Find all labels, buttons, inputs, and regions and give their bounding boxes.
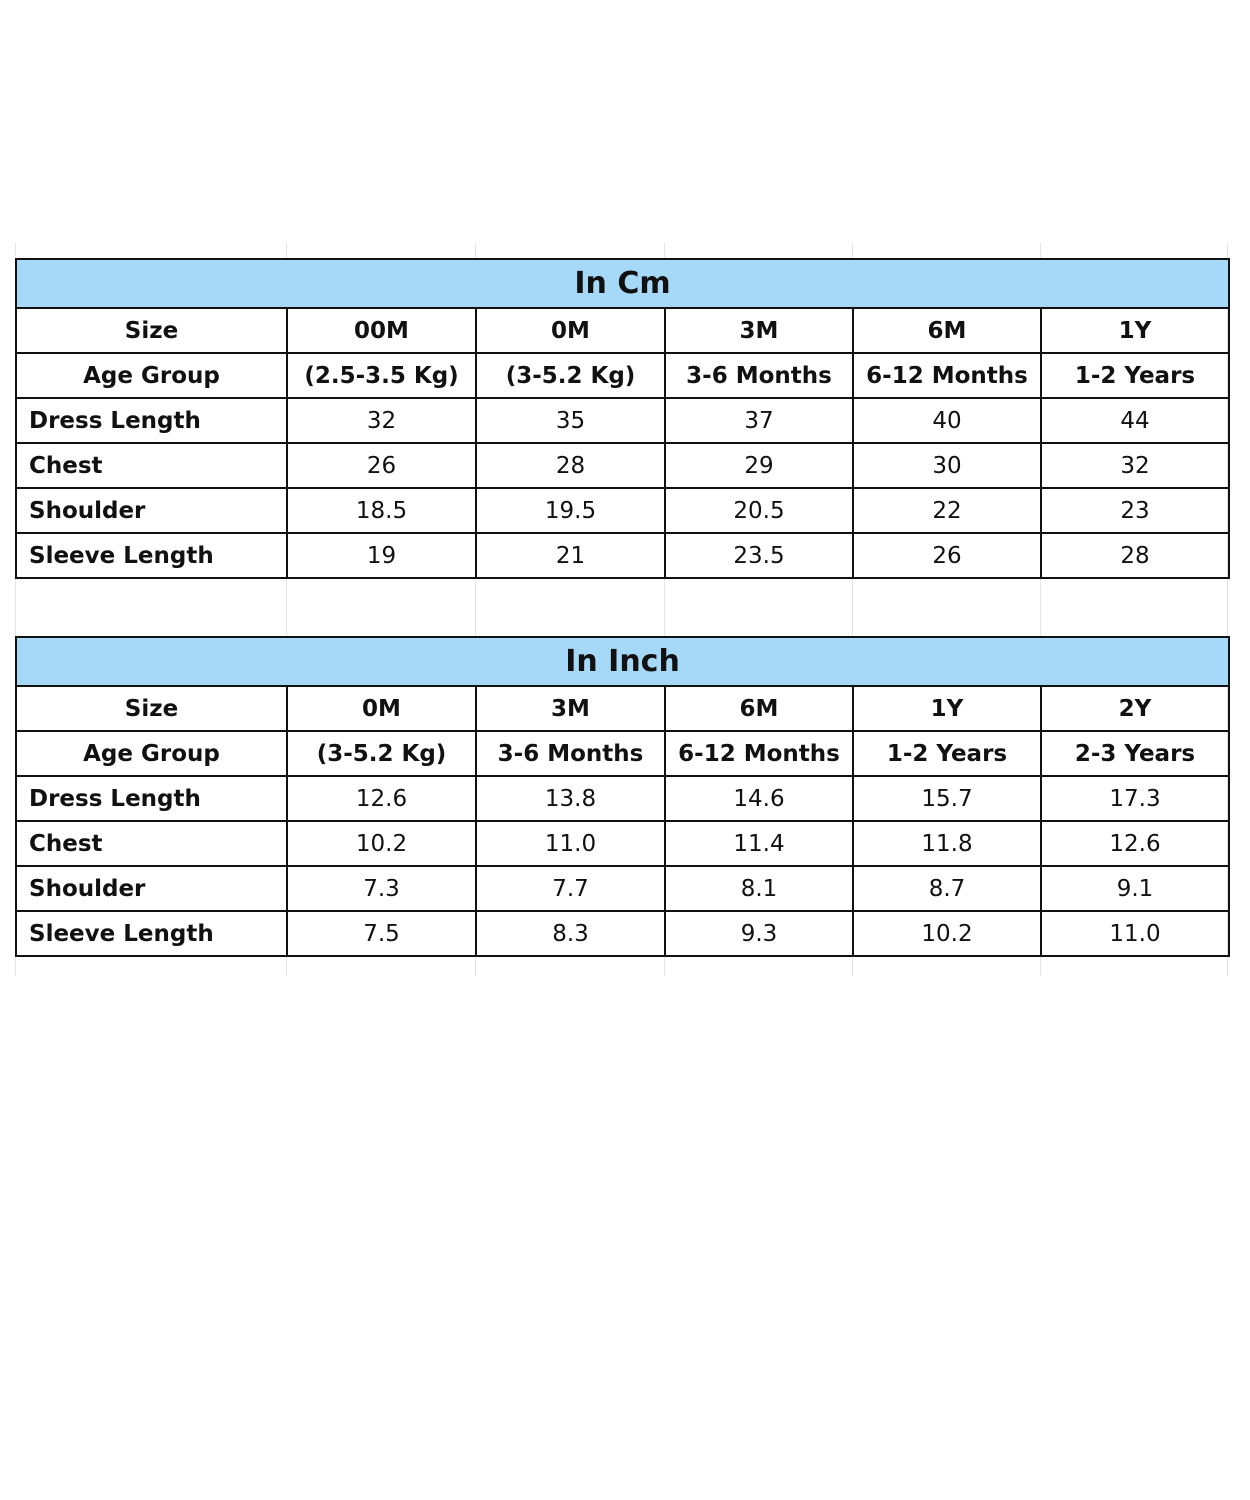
measurement-label: Dress Length	[15, 775, 288, 822]
table-row: Sleeve Length 7.5 8.3 9.3 10.2 11.0	[15, 910, 1230, 957]
measurement-value: 9.1	[1040, 865, 1230, 912]
size-cell: 3M	[664, 307, 854, 354]
age-label: Age Group	[15, 730, 288, 777]
measurement-value: 12.6	[1040, 820, 1230, 867]
measurement-value: 15.7	[852, 775, 1042, 822]
sheet-gridline	[1040, 243, 1041, 976]
measurement-label: Chest	[15, 442, 288, 489]
age-cell: 3-6 Months	[475, 730, 666, 777]
measurement-value: 26	[286, 442, 477, 489]
age-cell: (2.5-3.5 Kg)	[286, 352, 477, 399]
measurement-value: 12.6	[286, 775, 477, 822]
age-cell: (3-5.2 Kg)	[475, 352, 666, 399]
measurement-label: Sleeve Length	[15, 532, 288, 579]
measurement-value: 19	[286, 532, 477, 579]
measurement-value: 19.5	[475, 487, 666, 534]
measurement-value: 7.7	[475, 865, 666, 912]
measurement-value: 23	[1040, 487, 1230, 534]
measurement-value: 17.3	[1040, 775, 1230, 822]
table-row: Dress Length 12.6 13.8 14.6 15.7 17.3	[15, 775, 1230, 822]
table-title: In Inch	[15, 636, 1230, 687]
measurement-value: 29	[664, 442, 854, 489]
measurement-value: 35	[475, 397, 666, 444]
size-cell: 0M	[286, 685, 477, 732]
measurement-value: 13.8	[475, 775, 666, 822]
measurement-value: 32	[286, 397, 477, 444]
size-cell: 1Y	[852, 685, 1042, 732]
measurement-label: Shoulder	[15, 865, 288, 912]
measurement-value: 11.0	[475, 820, 666, 867]
measurement-value: 32	[1040, 442, 1230, 489]
sheet-gridline	[664, 243, 665, 976]
size-cell: 0M	[475, 307, 666, 354]
sheet-gridline	[1227, 243, 1228, 976]
table-row: Dress Length 32 35 37 40 44	[15, 397, 1230, 444]
age-cell: 6-12 Months	[852, 352, 1042, 399]
age-cell: 3-6 Months	[664, 352, 854, 399]
measurement-value: 8.3	[475, 910, 666, 957]
measurement-value: 10.2	[852, 910, 1042, 957]
measurement-value: 11.4	[664, 820, 854, 867]
measurement-value: 18.5	[286, 487, 477, 534]
table-row: Shoulder 18.5 19.5 20.5 22 23	[15, 487, 1230, 534]
measurement-value: 7.5	[286, 910, 477, 957]
measurement-value: 9.3	[664, 910, 854, 957]
size-cell: 6M	[852, 307, 1042, 354]
sheet-gridline	[475, 243, 476, 976]
measurement-value: 26	[852, 532, 1042, 579]
measurement-value: 11.0	[1040, 910, 1230, 957]
table-title: In Cm	[15, 258, 1230, 309]
age-label: Age Group	[15, 352, 288, 399]
measurement-value: 40	[852, 397, 1042, 444]
table-row: Chest 26 28 29 30 32	[15, 442, 1230, 489]
measurement-value: 23.5	[664, 532, 854, 579]
measurement-label: Dress Length	[15, 397, 288, 444]
size-cell: 2Y	[1040, 685, 1230, 732]
measurement-value: 28	[1040, 532, 1230, 579]
sheet-gridline	[852, 243, 853, 976]
size-row: Size 00M 0M 3M 6M 1Y	[15, 307, 1230, 354]
age-cell: 1-2 Years	[1040, 352, 1230, 399]
size-table-inch: In Inch Size 0M 3M 6M 1Y 2Y Age Group (3-5.2 Kg)…	[15, 636, 1230, 957]
measurement-label: Sleeve Length	[15, 910, 288, 957]
table-row: Sleeve Length 19 21 23.5 26 28	[15, 532, 1230, 579]
size-label: Size	[15, 685, 288, 732]
size-row: Size 0M 3M 6M 1Y 2Y	[15, 685, 1230, 732]
size-cell: 3M	[475, 685, 666, 732]
size-table-cm: In Cm Size 00M 0M 3M 6M 1Y Age Group (2.5-3.5 Kg…	[15, 258, 1230, 579]
size-cell: 1Y	[1040, 307, 1230, 354]
measurement-value: 8.1	[664, 865, 854, 912]
sheet-gridline	[15, 243, 16, 976]
measurement-label: Chest	[15, 820, 288, 867]
measurement-value: 7.3	[286, 865, 477, 912]
measurement-label: Shoulder	[15, 487, 288, 534]
age-cell: (3-5.2 Kg)	[286, 730, 477, 777]
age-cell: 1-2 Years	[852, 730, 1042, 777]
measurement-value: 28	[475, 442, 666, 489]
measurement-value: 22	[852, 487, 1042, 534]
measurement-value: 30	[852, 442, 1042, 489]
age-row: Age Group (2.5-3.5 Kg) (3-5.2 Kg) 3-6 Month…	[15, 352, 1230, 399]
measurement-value: 14.6	[664, 775, 854, 822]
size-cell: 6M	[664, 685, 854, 732]
measurement-value: 20.5	[664, 487, 854, 534]
sheet-gridline	[286, 243, 287, 976]
measurement-value: 8.7	[852, 865, 1042, 912]
size-label: Size	[15, 307, 288, 354]
measurement-value: 44	[1040, 397, 1230, 444]
measurement-value: 37	[664, 397, 854, 444]
measurement-value: 10.2	[286, 820, 477, 867]
table-row: Shoulder 7.3 7.7 8.1 8.7 9.1	[15, 865, 1230, 912]
age-cell: 6-12 Months	[664, 730, 854, 777]
size-cell: 00M	[286, 307, 477, 354]
age-row: Age Group (3-5.2 Kg) 3-6 Months 6-12 Months…	[15, 730, 1230, 777]
age-cell: 2-3 Years	[1040, 730, 1230, 777]
table-row: Chest 10.2 11.0 11.4 11.8 12.6	[15, 820, 1230, 867]
measurement-value: 11.8	[852, 820, 1042, 867]
measurement-value: 21	[475, 532, 666, 579]
